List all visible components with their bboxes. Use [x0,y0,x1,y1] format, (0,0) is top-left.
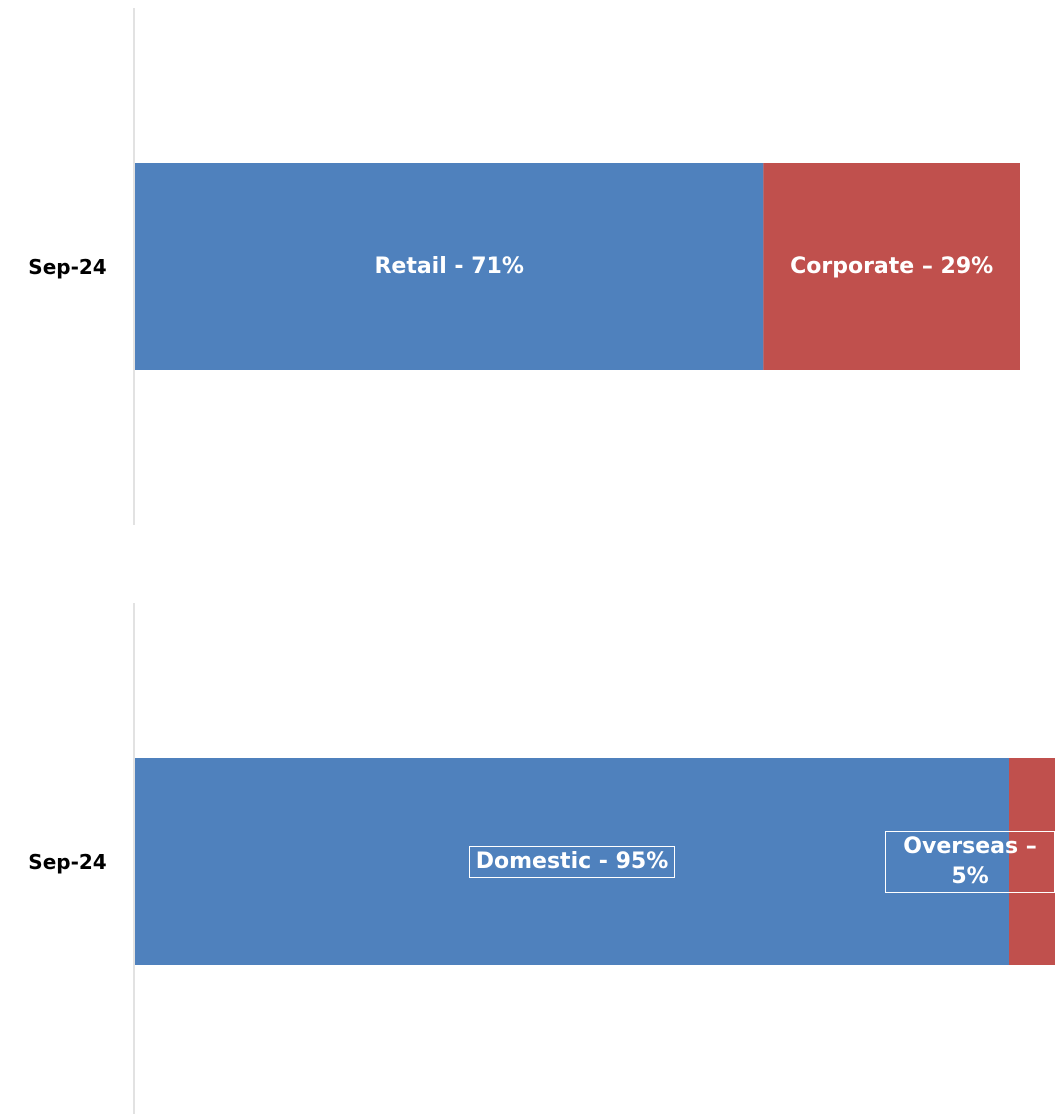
data-label-text: Overseas – 5% [885,830,1055,893]
bar-segment [135,758,1009,965]
category-label-text: Sep-24 [28,254,107,279]
data-label: Corporate – 29% [763,163,1020,370]
data-label: Retail - 71% [135,163,763,370]
category-label-text: Sep-24 [28,849,107,874]
category-label: Sep-24 [28,850,106,874]
data-label-text: Retail - 71% [374,253,524,279]
data-label: Overseas – 5% [885,758,1055,965]
data-label-text: Corporate – 29% [790,253,994,279]
data-label-text: Domestic - 95% [468,845,676,878]
bar-segment [763,163,1020,370]
category-label: Sep-24 [28,255,106,279]
bar-segment [135,163,764,370]
data-label: Domestic - 95% [135,758,1009,965]
bar-segment [1009,758,1055,965]
